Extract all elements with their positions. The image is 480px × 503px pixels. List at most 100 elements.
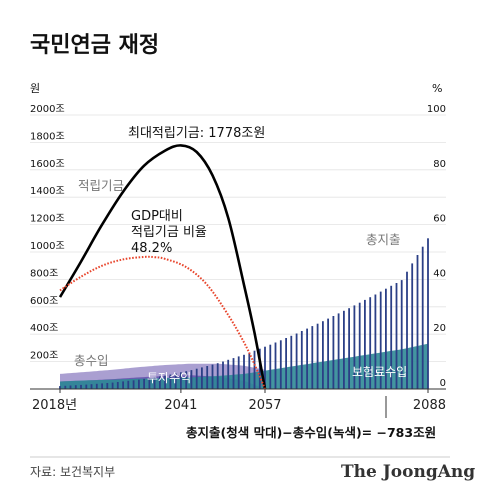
left-tick-label: 800조 xyxy=(30,268,58,279)
left-tick-label: 1400조 xyxy=(30,186,65,197)
publisher-logo: The JoongAng xyxy=(341,462,475,482)
expenditure-bar xyxy=(427,238,429,389)
expenditure-bar xyxy=(295,333,298,389)
right-tick-label: 20 xyxy=(433,323,446,334)
expenditure-bar xyxy=(80,384,82,389)
premium-income-area xyxy=(60,343,428,389)
expenditure-bars xyxy=(59,238,429,390)
expenditure-bar xyxy=(64,385,67,389)
expenditure-bar xyxy=(237,356,240,389)
right-axis-ticks: 0 20 40 60 80 100 xyxy=(427,104,446,389)
expenditure-bar xyxy=(279,340,282,389)
expenditure-bar xyxy=(374,294,377,389)
right-tick-label: 40 xyxy=(433,268,446,279)
right-tick-label: 0 xyxy=(440,378,446,389)
peak-reserve-label: 최대적립기금: 1778조원 xyxy=(128,126,265,141)
expenditure-bar xyxy=(243,354,245,390)
expenditure-bar xyxy=(337,313,340,389)
page-title: 국민연금 재정 xyxy=(30,33,159,58)
expenditure-bar xyxy=(327,318,329,389)
expenditure-bar xyxy=(216,363,219,389)
expenditure-bar xyxy=(264,346,266,389)
gdp-ratio-line xyxy=(59,255,266,390)
expenditure-bar xyxy=(364,299,366,389)
x-tick-label: 2057 xyxy=(248,398,281,413)
gdp-ratio-label-2: 적립기금 비율 xyxy=(131,225,207,240)
expenditure-bar xyxy=(358,302,361,389)
investment-income-label: 투자수익 xyxy=(147,371,191,385)
expenditure-bar xyxy=(416,255,419,389)
expenditure-bar xyxy=(258,348,261,389)
expenditure-bar xyxy=(206,366,209,389)
right-tick-label: 60 xyxy=(433,214,446,225)
left-tick-label: 400조 xyxy=(30,323,58,334)
expenditure-bar xyxy=(127,380,130,389)
expenditure-bar xyxy=(116,382,119,389)
expenditure-bar xyxy=(138,379,140,389)
x-tick-label: 2088 xyxy=(413,398,446,413)
gridlines xyxy=(30,114,446,363)
expenditure-bar xyxy=(148,378,151,389)
series-lines xyxy=(58,144,267,390)
expenditure-bar xyxy=(185,371,188,389)
left-tick-label: 1600조 xyxy=(30,159,65,170)
expenditure-bar xyxy=(369,297,372,389)
income-areas xyxy=(60,343,428,389)
expenditure-bar xyxy=(269,344,272,389)
left-tick-label: 1000조 xyxy=(30,241,65,252)
expenditure-bar xyxy=(322,321,324,389)
source-note: 자료: 보건복지부 xyxy=(30,465,115,479)
left-tick-label: 600조 xyxy=(30,296,58,307)
expenditure-bar xyxy=(227,359,230,389)
x-axis-ticks: 2018년 2041 2057 2088 xyxy=(32,389,446,413)
expenditure-bar xyxy=(143,378,145,389)
expenditure-bar xyxy=(59,386,61,389)
expenditure-bar xyxy=(101,383,103,389)
expenditure-bar xyxy=(385,288,387,389)
expenditure-bar xyxy=(95,383,98,389)
expenditure-bar xyxy=(343,310,345,389)
right-tick-label: 100 xyxy=(427,104,446,115)
expenditure-label: 총지출 xyxy=(366,232,401,247)
expenditure-bar xyxy=(248,352,251,389)
total-income-label: 총수입 xyxy=(74,353,109,368)
expenditure-bar xyxy=(201,367,203,389)
expenditure-bar xyxy=(174,373,177,389)
expenditure-bar xyxy=(400,280,403,389)
expenditure-bar xyxy=(122,381,124,389)
x-tick-label: 2018년 xyxy=(32,398,77,413)
left-axis-ticks: 200조 400조 600조 800조 1000조 1200조 1400조 1600조 1800… xyxy=(30,104,65,362)
expenditure-bar xyxy=(411,263,414,389)
gdp-ratio-label-1: GDP대비 xyxy=(131,209,183,224)
expenditure-bar xyxy=(300,331,303,389)
expenditure-bar xyxy=(406,271,408,389)
left-tick-label: 2000조 xyxy=(30,104,65,115)
expenditure-bar xyxy=(353,305,356,389)
expenditure-bar xyxy=(232,358,235,389)
expenditure-bar xyxy=(290,335,293,389)
premium-income-label: 보험료수입 xyxy=(352,365,407,379)
expenditure-bar xyxy=(180,372,182,389)
gdp-ratio-label-3: 48.2% xyxy=(131,241,172,256)
expenditure-bar xyxy=(69,385,72,389)
expenditure-bar xyxy=(211,364,214,389)
left-tick-label: 1800조 xyxy=(30,131,65,142)
expenditure-bar xyxy=(106,383,109,389)
right-tick-label: 80 xyxy=(433,159,446,170)
expenditure-bar xyxy=(222,361,224,389)
reserve-fund-label: 적립기금 xyxy=(78,178,124,193)
expenditure-bar xyxy=(285,338,287,389)
x-tick-label: 2041 xyxy=(164,398,197,413)
left-axis-unit: 원 xyxy=(30,82,40,95)
reserve-fund-line xyxy=(58,144,267,390)
expenditure-bar xyxy=(316,323,319,389)
expenditure-bar xyxy=(164,375,166,389)
expenditure-bar xyxy=(74,385,77,389)
expenditure-bar xyxy=(306,328,308,389)
expenditure-bar xyxy=(311,326,314,389)
expenditure-bar xyxy=(90,384,93,389)
expenditure-bar xyxy=(379,291,382,389)
expenditure-bar xyxy=(274,342,277,389)
